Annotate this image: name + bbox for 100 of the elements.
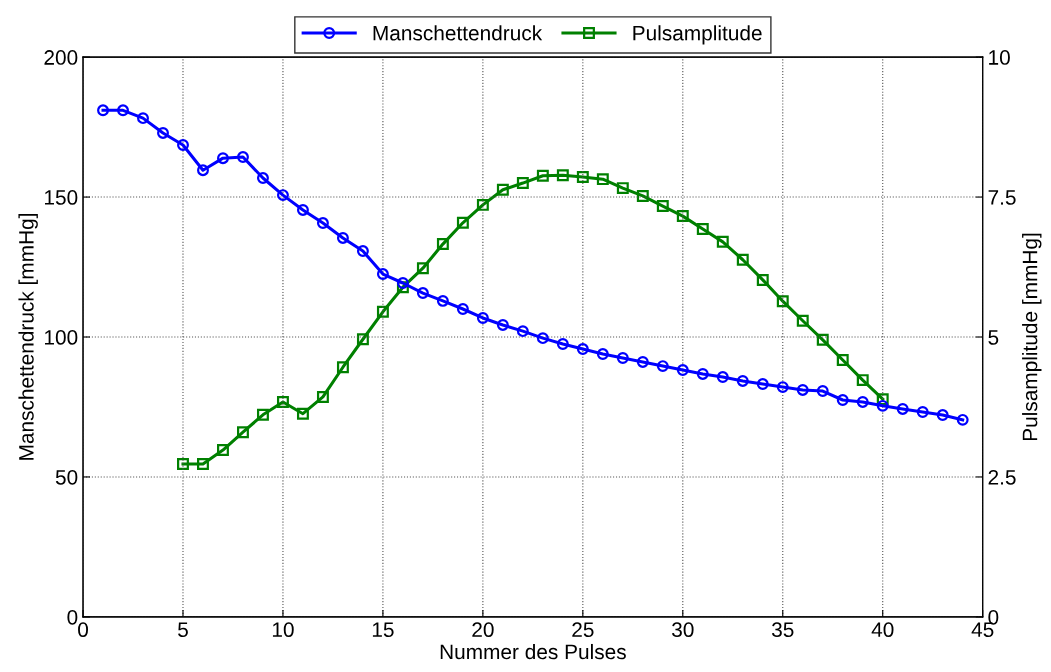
point	[836, 394, 849, 406]
point	[117, 104, 129, 117]
point	[716, 371, 729, 383]
y2-axis-title: Pulsamplitude [mmHg]	[1022, 233, 1042, 441]
point	[296, 203, 309, 216]
point	[756, 378, 769, 390]
point	[436, 294, 449, 307]
point	[736, 253, 749, 266]
point	[636, 189, 649, 202]
point	[217, 152, 229, 165]
point	[536, 332, 549, 345]
y2-tick-label: 10	[989, 50, 1010, 65]
point	[217, 444, 229, 457]
point	[97, 104, 109, 117]
point	[596, 348, 609, 361]
point	[516, 325, 529, 338]
point	[616, 182, 629, 195]
point	[616, 352, 629, 364]
point	[556, 338, 569, 350]
point	[576, 170, 589, 183]
point	[276, 189, 289, 202]
x-tick-label: 5	[178, 622, 188, 638]
x-tick-label: 25	[572, 622, 594, 638]
x-axis-title: Nummer des Pulses	[440, 643, 626, 660]
point	[376, 305, 389, 318]
point	[237, 426, 249, 439]
y-axis-title: Manschettendruck [mmHg]	[18, 214, 38, 460]
point	[596, 173, 609, 186]
point	[237, 151, 249, 164]
legend-label: Manschettendruck	[373, 25, 543, 41]
point	[316, 390, 329, 403]
y-tick-label: 150	[45, 190, 78, 205]
point	[456, 303, 469, 315]
x-tick-label: 10	[272, 622, 294, 638]
point	[756, 273, 769, 286]
point	[296, 407, 309, 420]
point	[876, 399, 889, 412]
point	[936, 409, 949, 422]
point	[736, 374, 749, 387]
y2-tick-label: 2.5	[988, 469, 1016, 485]
point	[836, 353, 849, 366]
point	[676, 210, 689, 223]
point	[496, 319, 509, 331]
x-tick-label: 35	[771, 622, 794, 638]
point	[356, 333, 369, 346]
point	[137, 112, 149, 125]
point	[456, 216, 469, 229]
point	[476, 198, 489, 211]
point	[656, 360, 669, 373]
point	[856, 395, 869, 408]
y-tick-label: 0	[67, 609, 78, 625]
point	[336, 361, 349, 374]
point	[157, 127, 169, 139]
point	[696, 367, 709, 380]
point	[796, 383, 809, 396]
point	[856, 374, 869, 387]
point	[816, 333, 829, 346]
y-tick-label: 100	[45, 330, 78, 345]
point	[396, 277, 409, 289]
point	[956, 413, 969, 426]
x-tick-label: 0	[78, 622, 89, 638]
point	[916, 406, 929, 418]
point	[816, 385, 829, 397]
point	[536, 169, 549, 182]
point	[416, 287, 429, 300]
point	[716, 235, 729, 248]
point	[256, 172, 269, 184]
y2-tick-label: 7.5	[988, 190, 1016, 205]
point	[256, 408, 269, 421]
y2-tick-label: 5	[988, 330, 999, 345]
legend-label: Pulsamplitude	[633, 25, 762, 45]
y-tick-label: 200	[44, 50, 78, 65]
point	[516, 177, 529, 190]
x-tick-label: 15	[372, 622, 394, 638]
point	[496, 183, 509, 196]
point	[197, 458, 209, 471]
point	[636, 355, 649, 368]
point	[436, 238, 449, 251]
point	[416, 262, 429, 275]
point	[396, 281, 409, 294]
point	[336, 231, 349, 244]
point	[896, 402, 909, 415]
point	[656, 200, 669, 212]
point	[676, 364, 689, 377]
y-tick-label: 50	[55, 469, 78, 485]
point	[276, 395, 289, 408]
point	[796, 314, 809, 327]
point	[776, 381, 789, 394]
x-tick-label: 20	[472, 622, 494, 638]
point	[177, 139, 189, 151]
point	[177, 458, 189, 471]
point	[576, 343, 589, 356]
point	[556, 169, 569, 182]
point	[476, 312, 489, 324]
point	[776, 295, 789, 308]
point	[316, 217, 329, 230]
point	[376, 268, 389, 280]
point	[696, 223, 709, 235]
x-tick-label: 40	[871, 622, 894, 638]
x-tick-label: 30	[672, 622, 694, 638]
